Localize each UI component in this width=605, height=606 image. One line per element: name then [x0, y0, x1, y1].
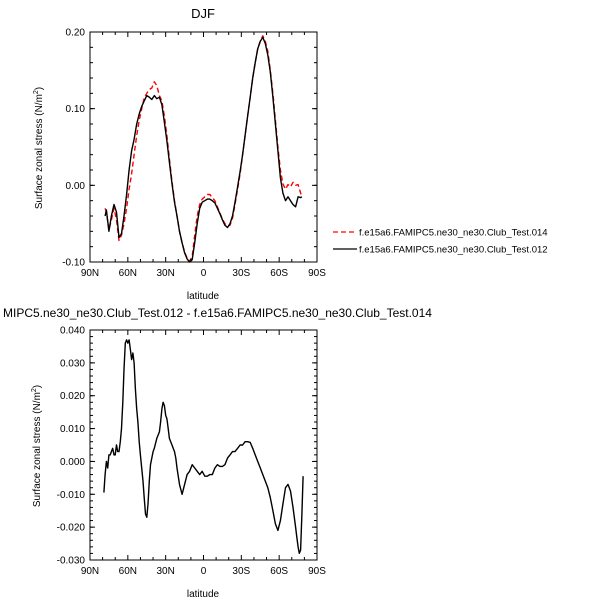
top-chart-ylabel-main: Surface zonal stress (N/m	[34, 94, 45, 209]
top-chart-ylabel: Surface zonal stress (N/m2)	[33, 87, 45, 209]
x-tick-label: 30N	[156, 268, 174, 279]
x-tick-label: 90N	[81, 566, 99, 577]
bottom-chart-frame	[89, 329, 318, 561]
x-tick-label: 60S	[270, 566, 288, 577]
x-tick-label: 90N	[81, 268, 99, 279]
y-tick-label: 0.000	[60, 457, 85, 468]
x-tick-label: 90S	[308, 566, 326, 577]
bottom-chart-ylabel-close: )	[32, 385, 43, 388]
bottom-chart-ylabel-main: Surface zonal stress (N/m	[32, 392, 43, 507]
bottom-chart-xlabel: latitude	[187, 589, 220, 600]
series-line-0	[103, 339, 304, 555]
bottom-chart-title: MIPC5.ne30_ne30.Club_Test.012 - f.e15a6.…	[3, 306, 432, 320]
bottom-chart-lines	[103, 339, 304, 555]
top-chart-title: DJF	[191, 6, 215, 21]
top-chart-lines	[104, 35, 303, 263]
y-tick-label: 0.20	[66, 28, 86, 39]
top-chart-xlabel: latitude	[187, 291, 220, 302]
x-tick-label: 0	[201, 268, 207, 279]
y-tick-label: -0.10	[62, 258, 85, 269]
y-tick-label: -0.020	[57, 523, 86, 534]
y-tick-label: -0.010	[57, 490, 86, 501]
x-tick-label: 0	[201, 566, 207, 577]
x-tick-label: 30S	[232, 268, 250, 279]
y-tick-label: 0.10	[66, 104, 86, 115]
x-tick-label: 60N	[119, 268, 137, 279]
x-tick-label: 90S	[308, 268, 326, 279]
y-tick-label: 0.00	[66, 181, 86, 192]
top-chart: DJF Surface zonal stress (N/m2) latitude…	[33, 6, 548, 302]
y-tick-label: -0.030	[57, 556, 86, 567]
y-tick-label: 0.010	[60, 424, 85, 435]
x-tick-label: 60S	[270, 268, 288, 279]
legend-label-test014: f.e15a6.FAMIPC5.ne30_ne30.Club_Test.014	[359, 228, 548, 239]
series-line-1	[104, 36, 303, 263]
bottom-chart: MIPC5.ne30_ne30.Club_Test.012 - f.e15a6.…	[3, 306, 432, 600]
top-chart-ylabel-sup: 2	[33, 90, 40, 94]
x-tick-label: 60N	[119, 566, 137, 577]
bottom-chart-ylabel-sup: 2	[31, 388, 38, 392]
y-tick-label: 0.020	[60, 391, 85, 402]
bottom-chart-ticks: 90N 60N 30N 0 30S 60S 90S 0.040 0.030 0.020 0.010 0…	[57, 326, 327, 578]
x-tick-label: 30N	[156, 566, 174, 577]
series-line-0	[104, 35, 303, 262]
top-chart-frame	[89, 31, 318, 263]
legend-label-test012: f.e15a6.FAMIPC5.ne30_ne30.Club_Test.012	[359, 245, 548, 256]
top-chart-legend: f.e15a6.FAMIPC5.ne30_ne30.Club_Test.014 …	[333, 228, 548, 256]
x-tick-label: 30S	[232, 566, 250, 577]
top-chart-ylabel-close: )	[34, 87, 45, 90]
y-tick-label: 0.030	[60, 358, 85, 369]
bottom-chart-ylabel: Surface zonal stress (N/m2)	[31, 385, 43, 507]
y-tick-label: 0.040	[60, 326, 85, 337]
